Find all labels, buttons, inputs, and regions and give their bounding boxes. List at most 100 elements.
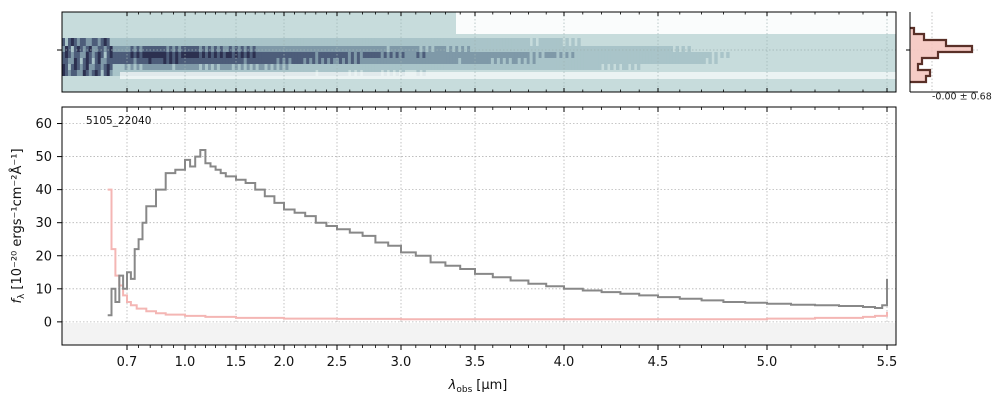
heatmap-cell: [627, 46, 632, 52]
heatmap-cell: [130, 64, 134, 70]
heatmap-cell: [556, 38, 560, 46]
heatmap-cell: [559, 38, 563, 46]
heatmap-cell: [389, 52, 393, 58]
heatmap-cell: [580, 64, 584, 70]
heatmap-cell: [68, 64, 72, 70]
heatmap-cell: [291, 64, 295, 70]
heatmap-cell: [604, 64, 608, 70]
heatmap-cell: [392, 64, 396, 70]
heatmap-cell: [681, 46, 685, 52]
heatmap-cell: [157, 46, 161, 52]
heatmap-cell: [693, 52, 697, 58]
heatmap-cell: [291, 46, 295, 52]
heatmap-cell: [699, 58, 703, 64]
heatmap-cell: [490, 38, 495, 46]
heatmap-cell: [547, 64, 551, 70]
heatmap-cell: [416, 64, 420, 70]
heatmap-cell: [76, 38, 81, 46]
heatmap-cell: [133, 46, 137, 52]
heatmap-cell: [359, 58, 364, 64]
heatmap-cell: [371, 58, 376, 64]
heatmap-cell: [625, 64, 629, 70]
heatmap-cell: [476, 46, 480, 52]
heatmap-cell: [175, 64, 179, 70]
heatmap-cell: [315, 64, 319, 70]
heatmap-cell: [148, 38, 152, 46]
heatmap-cell: [231, 58, 236, 64]
heatmap-cell: [210, 46, 215, 52]
heatmap-cell: [252, 52, 256, 58]
heatmap-cell: [139, 64, 143, 70]
heatmap-cell: [181, 58, 185, 64]
heatmap-cell: [219, 46, 224, 52]
heatmap-cell: [285, 46, 289, 52]
heatmap-cell: [648, 58, 653, 64]
heatmap-cell: [431, 52, 435, 58]
heatmap-cell: [297, 64, 301, 70]
heatmap-cell: [520, 46, 525, 52]
heatmap-cell: [333, 64, 337, 70]
heatmap-cell: [368, 52, 373, 58]
heatmap-cell: [401, 64, 405, 70]
heatmap-cell: [678, 52, 682, 58]
heatmap-cell: [213, 52, 218, 58]
heatmap-cell: [330, 38, 334, 46]
heatmap-cell: [401, 38, 405, 46]
heatmap-cell: [559, 64, 563, 70]
heatmap-cell: [467, 52, 471, 58]
heatmap-cell: [321, 46, 325, 52]
heatmap-cell: [184, 64, 188, 70]
heatmap-cell: [604, 46, 608, 52]
heatmap-cell: [255, 58, 259, 64]
heatmap-cell: [205, 46, 209, 52]
heatmap-cell: [157, 58, 161, 64]
heatmap-cell: [428, 52, 432, 58]
heatmap-cell: [660, 58, 665, 64]
heatmap-cell: [190, 52, 194, 58]
heatmap-cell: [696, 58, 700, 64]
heatmap-cell: [309, 58, 313, 64]
heatmap-cell: [416, 58, 420, 64]
heatmap-cell: [464, 46, 468, 52]
heatmap-cell: [446, 46, 450, 52]
heatmap-cell: [166, 52, 170, 58]
heatmap-cell: [648, 52, 653, 58]
heatmap-cell: [160, 52, 164, 58]
heatmap-cell: [544, 52, 548, 58]
heatmap-cell: [493, 58, 498, 64]
heatmap-cell: [520, 58, 525, 64]
heatmap-cell: [148, 52, 152, 58]
heatmap-cell: [270, 58, 274, 64]
heatmap-cell: [100, 70, 105, 76]
heatmap-cell: [115, 58, 119, 64]
heatmap-cell: [502, 64, 507, 70]
heatmap-cell: [196, 46, 200, 52]
heatmap-cell: [398, 58, 402, 64]
heatmap-cell: [598, 46, 602, 52]
heatmap-cell: [482, 58, 486, 64]
heatmap-cell: [353, 46, 358, 52]
heatmap-cell: [231, 52, 236, 58]
heatmap-cell: [523, 58, 528, 64]
heatmap-cell: [702, 58, 706, 64]
heatmap-cell: [91, 52, 96, 58]
heatmap-cell: [556, 46, 560, 52]
heatmap-cell: [73, 52, 78, 58]
heatmap-cell: [353, 38, 358, 46]
heatmap-cell: [333, 38, 337, 46]
heatmap-cell: [94, 46, 99, 52]
heatmap-cell: [294, 58, 298, 64]
heatmap-cell: [404, 38, 408, 46]
heatmap-cell: [240, 64, 245, 70]
heatmap-cell: [228, 64, 233, 70]
heatmap-cell: [431, 58, 435, 64]
x-axis-label: λobs [μm]: [448, 378, 508, 395]
heatmap-cell: [243, 52, 248, 58]
heatmap-cell: [443, 46, 447, 52]
heatmap-cell: [377, 46, 382, 52]
heatmap-cell: [342, 38, 346, 46]
heatmap-cell: [184, 46, 188, 52]
heatmap-cell: [103, 64, 108, 70]
heatmap-cell: [225, 46, 230, 52]
heatmap-cell: [526, 58, 531, 64]
